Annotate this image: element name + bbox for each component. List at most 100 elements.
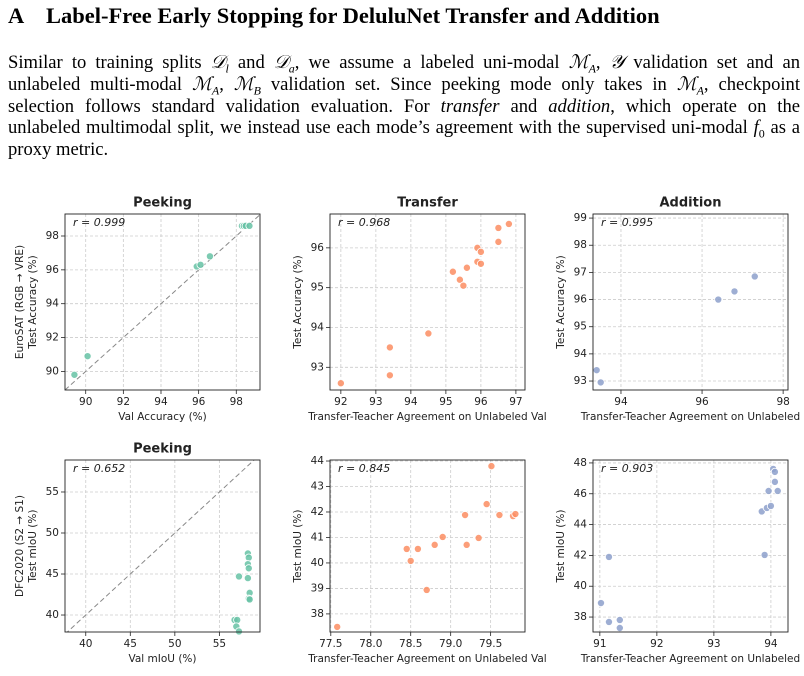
x-axis-label: Transfer-Teacher Agreement on Unlabeled: [580, 411, 800, 423]
y-tick-label: 98: [46, 230, 59, 242]
y-tick-label: 44: [574, 519, 588, 531]
text: validation set and an unlabeled multi-mo…: [8, 52, 800, 95]
x-tick-label: 94: [614, 396, 628, 408]
x-tick-label: 98: [230, 396, 243, 408]
data-point: [766, 501, 775, 510]
data-point: [196, 260, 205, 269]
text: ,: [219, 73, 234, 95]
data-point: [764, 486, 773, 495]
x-tick-label: 79.5: [479, 638, 502, 650]
y-tick-label: 94: [311, 321, 325, 333]
math: 𝒟: [273, 52, 289, 73]
data-point: [615, 623, 624, 632]
math: ℳ: [676, 73, 697, 95]
data-point: [495, 511, 504, 520]
x-axis-label: Transfer-Teacher Agreement on Unlabeled: [580, 653, 800, 665]
math-sub: A: [588, 61, 596, 76]
axes-frame: [592, 459, 789, 633]
y-tick-label: 97: [574, 266, 587, 278]
text: and: [499, 95, 549, 117]
x-tick-label: 40: [79, 638, 92, 650]
math: 𝒴: [609, 52, 625, 73]
section-title: Label-Free Early Stopping for DeluluNet …: [46, 3, 660, 28]
data-point: [234, 572, 243, 581]
data-point: [596, 599, 605, 608]
data-point: [459, 281, 468, 290]
x-tick-label: 96: [192, 396, 206, 408]
x-tick-label: 93: [369, 396, 382, 408]
data-point: [205, 252, 214, 261]
data-point: [504, 219, 513, 228]
subplot: 40 45 50 55 40 45 50 55 Peeking r = 0.652 Val mIoU…: [14, 442, 261, 665]
data-point: [770, 477, 779, 486]
data-point: [770, 467, 779, 476]
subplot-title: Peeking: [133, 442, 192, 457]
y-tick-label: 92: [46, 332, 59, 344]
data-point: [511, 510, 520, 519]
y-tick-label: 43: [311, 481, 324, 493]
axes-frame: [64, 213, 261, 391]
y-tick-label: 94: [46, 298, 60, 310]
data-point: [596, 378, 605, 387]
subplot: 92 93 94 95 96 97 93 94 95 96 Transfer r = 0.968 Tra…: [292, 196, 547, 424]
x-tick-label: 92: [334, 396, 347, 408]
emphasis: transfer: [440, 95, 500, 117]
data-point: [615, 615, 624, 624]
subplot: 90 92 94 96 98 90 92 94 96 98 Peeking r = 0.999 Val …: [14, 196, 261, 423]
y-tick-label: 38: [574, 611, 587, 623]
math: ℳ: [568, 52, 589, 73]
data-point: [476, 247, 485, 256]
x-tick-label: 92: [650, 638, 663, 650]
math-sub: B: [253, 83, 261, 98]
data-point: [494, 223, 503, 232]
y-tick-label: 40: [46, 609, 59, 621]
data-point: [244, 564, 253, 573]
data-point: [494, 237, 503, 246]
y-tick-label: 99: [574, 212, 587, 224]
x-tick-label: 50: [168, 638, 181, 650]
x-tick-label: 91: [593, 638, 606, 650]
axes-frame: [592, 213, 789, 391]
y-tick-label: 93: [574, 375, 587, 387]
data-point: [422, 585, 431, 594]
y-tick-label: 40: [311, 557, 324, 569]
y-tick-label: 96: [46, 264, 60, 276]
y-tick-label: 96: [311, 242, 325, 254]
x-tick-label: 96: [474, 396, 488, 408]
subplot: 94 96 98 93 94 95 96 97 98 99 Addition r = 0.995 Tra…: [555, 196, 800, 424]
subplot-title: Transfer: [397, 196, 458, 211]
data-point: [487, 462, 496, 471]
annotation: r = 0.968: [338, 216, 390, 229]
y-tick-label: 55: [46, 486, 59, 498]
data-point: [70, 370, 79, 379]
row-label: DFC2020 (S2 → S1): [14, 495, 26, 597]
axes-frame: [329, 213, 526, 391]
identity-line: [66, 460, 255, 632]
data-point: [430, 540, 439, 549]
y-tick-label: 42: [311, 506, 324, 518]
y-tick-label: 46: [574, 488, 588, 500]
y-tick-label: 44: [311, 455, 325, 467]
subplot: 77.5 78.0 78.5 79.0 79.5 38 39 40 41 42 43 44 r = 0.…: [292, 455, 547, 665]
x-tick-label: 97: [509, 396, 522, 408]
y-tick-label: 95: [574, 321, 587, 333]
text: as a proxy metric.: [8, 117, 800, 161]
y-axis-label: Test mIoU (%): [292, 510, 304, 584]
math-sub: 0: [758, 127, 765, 142]
x-tick-label: 94: [764, 638, 778, 650]
axes-frame: [64, 459, 261, 633]
data-point: [245, 221, 254, 230]
data-point: [402, 544, 411, 553]
y-tick-label: 42: [574, 549, 587, 561]
y-axis-label: Test Accuracy (%): [292, 255, 304, 349]
data-point: [750, 272, 759, 281]
subplot-title: Addition: [660, 196, 722, 211]
section-heading: A Label-Free Early Stopping for DeluluNet…: [8, 3, 660, 29]
data-point: [604, 552, 613, 561]
data-point: [448, 267, 457, 276]
x-axis-label: Val mIoU (%): [129, 653, 197, 665]
math-sub: l: [225, 61, 229, 76]
data-point: [592, 366, 601, 375]
x-tick-label: 94: [404, 396, 418, 408]
